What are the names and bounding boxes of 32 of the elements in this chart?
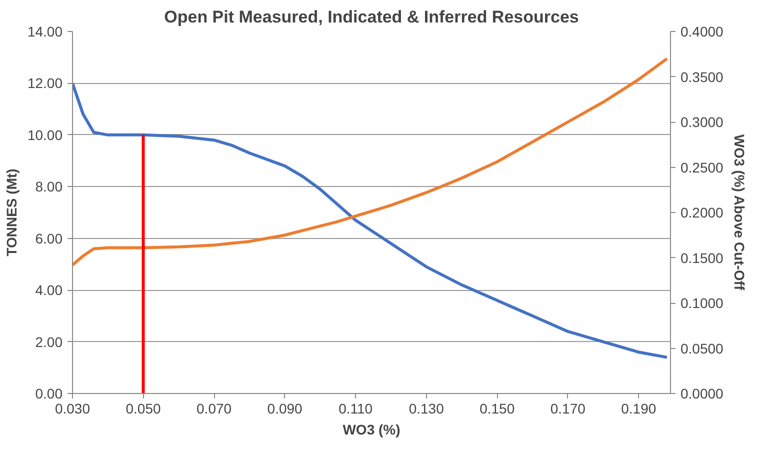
y-tick-label: 14.00 — [27, 24, 63, 40]
x-tick-label: 0.170 — [550, 400, 586, 416]
y2-tick-label: 0.0000 — [680, 386, 724, 402]
x-tick-label: 0.070 — [196, 400, 232, 416]
y-axis-title: TONNES (Mt) — [3, 168, 20, 256]
y-tick-label: 6.00 — [35, 230, 63, 246]
y-tick-label: 0.00 — [35, 386, 63, 402]
x-tick-label: 0.150 — [480, 400, 515, 416]
y2-tick-label: 0.2000 — [680, 204, 724, 220]
y2-tick-label: 0.1500 — [680, 250, 724, 266]
x-tick-label: 0.090 — [267, 400, 303, 416]
y2-tick-label: 0.4000 — [680, 24, 724, 40]
y2-tick-label: 0.2500 — [680, 159, 724, 176]
y-tick-label: 2.00 — [35, 334, 63, 350]
y2-tick-label: 0.3000 — [680, 114, 724, 130]
y2-tick-label: 0.1000 — [680, 295, 724, 311]
x-tick-label: 0.030 — [54, 400, 90, 416]
y2-tick-label: 0.3500 — [680, 68, 724, 85]
y-tick-label: 4.00 — [35, 282, 63, 298]
line-series — [72, 57, 668, 266]
line-series — [72, 82, 668, 359]
y-tick-label: 8.00 — [35, 178, 63, 195]
x-axis-title: WO3 (%) — [342, 422, 400, 438]
x-tick-label: 0.190 — [621, 400, 656, 416]
x-tick-label: 0.110 — [338, 400, 373, 416]
chart-title: Open Pit Measured, Indicated & Inferred Resources — [164, 8, 579, 26]
y2-tick-label: 0.0500 — [680, 340, 724, 356]
x-tick-label: 0.130 — [408, 400, 444, 416]
y2-axis-title: WO3 (%) Above Cut-Off — [731, 134, 748, 290]
y-tick-label: 12.00 — [27, 75, 63, 92]
x-tick-label: 0.050 — [126, 400, 161, 416]
y-tick-label: 10.00 — [27, 126, 63, 143]
